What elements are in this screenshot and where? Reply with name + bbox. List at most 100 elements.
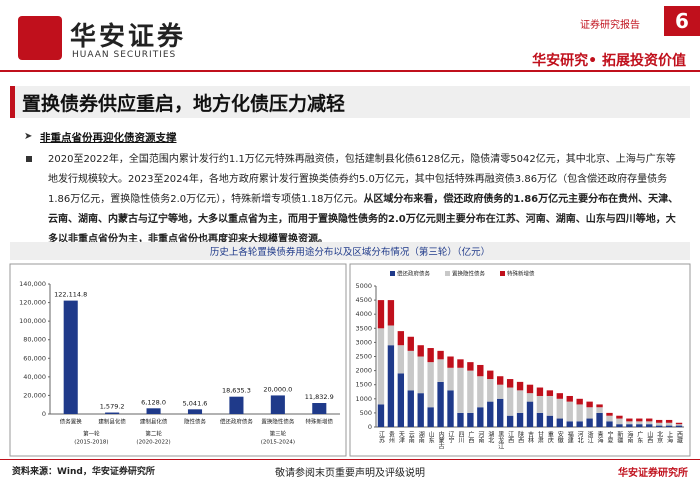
bar [312,403,327,414]
x-tick-label: 北京 [656,430,663,444]
bar-segment [606,415,613,422]
bar-segment [626,418,633,422]
value-label: 11,832.9 [305,393,334,401]
paragraph-text: 从区域分布来看，偿还政府债务的1.86万亿元主要分布在贵州、天津、云南、湖南、内… [48,194,679,245]
x-tick-label: 安徽 [556,430,563,444]
x-tick-label: 吉林 [527,431,534,444]
x-tick-label: 四川 [457,431,464,443]
legend-swatch [445,271,450,276]
bar-segment [665,419,673,423]
legend-swatch [500,271,505,276]
bar-segment [586,401,593,408]
bar-segment [427,362,434,408]
bar-segment [596,407,603,413]
bar-segment [377,404,385,427]
bar-segment [467,362,474,371]
bar-segment [467,370,474,413]
bar-segment [616,424,623,427]
bar-segment [427,407,434,427]
bar-segment [616,418,623,425]
x-tick-label: 江苏 [377,431,384,444]
x-tick-label: 重庆 [546,430,553,444]
x-tick-label: 湖北 [487,430,494,444]
y-tick-label: 120,000 [19,299,46,307]
right-frame [349,263,691,457]
x-tick-label: 新疆 [616,430,623,444]
logo-cn: 华安证券 [70,22,187,52]
y-tick-label: 5000 [355,282,372,290]
bar-segment [655,419,663,423]
bar-segment [506,387,514,416]
bar-segment [397,331,405,346]
x-tick-label: 海南 [626,430,633,443]
bar-segment [497,398,504,427]
bullet-square [26,156,32,162]
section-heading: 非重点省份再迎化债资源支撑 [40,132,177,144]
y-tick-label: 40,000 [23,373,46,381]
x-tick-label: 福建 [566,430,573,444]
bar-segment [646,421,653,425]
bar-segment [566,401,573,422]
value-label: 6,128.0 [141,398,166,406]
bar-segment [536,387,544,396]
x-tick-label: 建制县化债 [98,418,126,426]
x-tick-label: 特殊新增债 [306,418,334,426]
slogan: 华安研究• 拓展投资价值 [532,53,686,69]
x-tick-label: 湖南 [417,430,424,443]
bar-segment [487,370,494,380]
x-tick-label: 上海 [666,430,673,444]
x-tick-label: 河南 [477,430,484,443]
bar-segment [447,356,454,368]
x-tick-label: 建制县化债 [140,418,168,426]
bar-segment [675,425,683,427]
bar-segment [387,345,395,427]
group-period: (2015-2018) [74,440,108,446]
bar-segment [556,418,563,427]
bar-segment [437,350,444,360]
bar-segment [457,359,464,368]
disclaimer: 敬请参阅末页重要声明及评级说明 [275,468,425,479]
bar-segment [427,348,434,363]
institute: 华安证券研究所 [618,468,688,479]
page-number: 6 [664,6,700,36]
value-label: 1,579.2 [100,403,125,411]
bar-segment [586,418,593,427]
bar-segment [417,345,424,357]
bar-segment [497,376,504,385]
y-tick-label: 0 [368,423,372,431]
bar-segment [387,325,395,346]
bar-segment [397,345,405,374]
bar-segment [636,418,643,422]
bar-segment [407,350,414,391]
bar-segment [636,424,643,427]
y-tick-label: 60,000 [23,354,46,362]
logo-en: HUAAN SECURITIES [72,50,177,60]
x-tick-label: 黑龙江 [497,431,504,450]
charts: 0 20,000 40,000 60,000 80,000 100,000 120,000 1… [9,263,691,457]
bar-segment [387,300,395,326]
logo [18,16,62,60]
x-tick-label: 山西 [646,430,653,444]
bar-segment [477,407,484,427]
bar-segment [576,404,583,422]
bar-segment [636,421,643,425]
bar-segment [576,398,583,405]
title-bar [10,86,690,118]
bar-segment [655,425,663,427]
bar [187,409,203,414]
bar-segment [596,404,603,408]
y-tick-label: 500 [360,409,372,417]
bullet-arrow: ➤ [24,131,33,142]
x-tick-label: 陕西 [517,430,524,444]
x-tick-label: 江西 [507,431,514,444]
bar-segment [417,393,424,427]
x-tick-label: 宁夏 [606,430,613,443]
bar-segment [646,424,653,427]
report-type: 证券研究报告 [580,20,640,31]
y-tick-label: 1500 [355,381,372,389]
bar-segment [665,425,673,427]
bar-segment [457,412,464,427]
bar-segment [516,390,524,413]
y-tick-label: 100,000 [19,317,46,325]
bar-segment [487,379,494,402]
